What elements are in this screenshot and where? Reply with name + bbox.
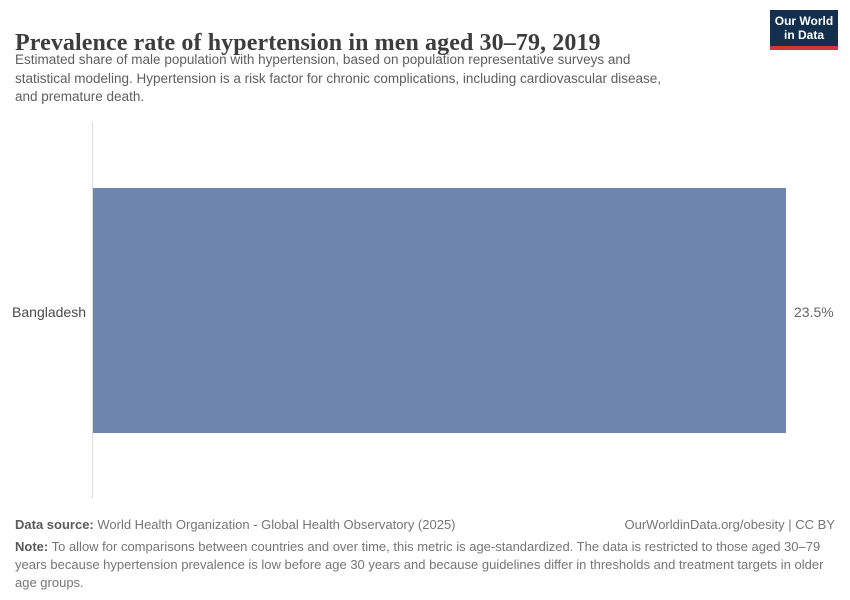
bar-bangladesh[interactable]: [93, 188, 786, 433]
owid-logo-text: Our World in Data: [770, 10, 838, 46]
chart-title: Prevalence rate of hypertension in men a…: [15, 30, 601, 57]
chart-subtitle: Estimated share of male population with …: [15, 51, 661, 107]
attribution-link[interactable]: OurWorldinData.org/obesity | CC BY: [624, 517, 836, 532]
chart-subtitle-line: and premature death.: [15, 89, 145, 104]
owid-logo-accent-bar: [770, 46, 838, 50]
data-source-line: Data source: World Health Organization -…: [15, 516, 456, 533]
entity-label-bangladesh: Bangladesh: [12, 304, 86, 320]
data-source-text: World Health Organization - Global Healt…: [93, 517, 456, 532]
note-line: age groups.: [15, 575, 84, 590]
bar-value-label: 23.5%: [794, 304, 834, 320]
bar-chart-plot-area: Bangladesh 23.5%: [0, 122, 850, 498]
data-source-label: Data source:: [15, 517, 94, 532]
note-line: years because hypertension prevalence is…: [15, 557, 824, 572]
footer-note: Note: To allow for comparisons between c…: [15, 538, 835, 592]
chart-subtitle-line: Estimated share of male population with …: [15, 52, 631, 67]
note-label: Note:: [15, 539, 49, 554]
footer-sources-row: Data source: World Health Organization -…: [15, 516, 835, 533]
note-line: Note: To allow for comparisons between c…: [15, 539, 821, 554]
chart-subtitle-line: statistical modeling. Hypertension is a …: [15, 70, 662, 86]
owid-logo[interactable]: Our World in Data: [770, 10, 838, 50]
y-axis-line: [92, 122, 93, 498]
